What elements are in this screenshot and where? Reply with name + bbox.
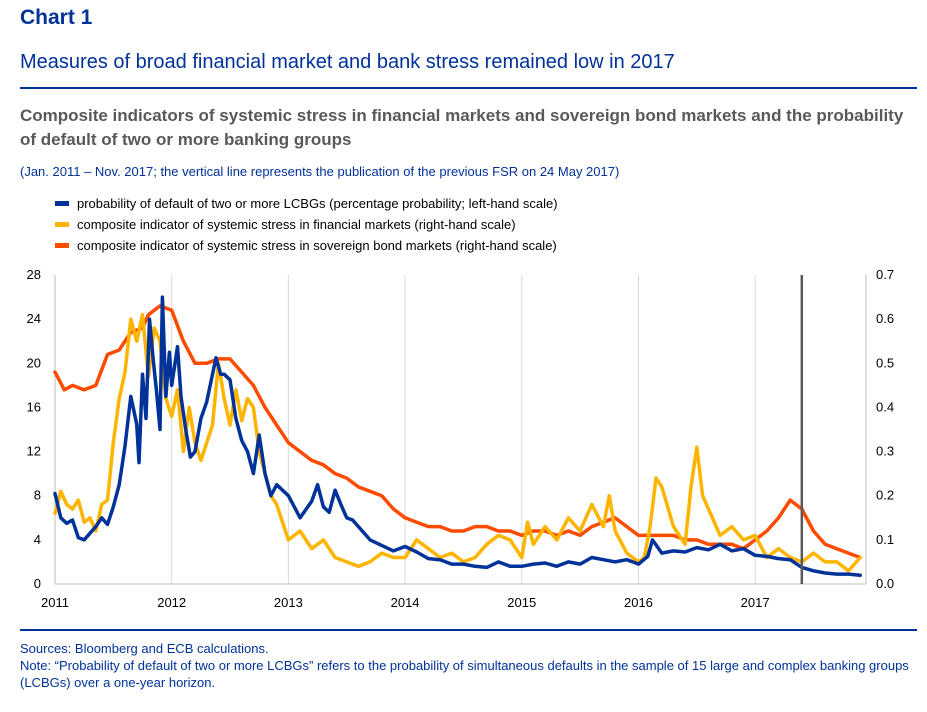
x-tick-label: 2014: [391, 595, 420, 610]
legend-swatch-financial: [55, 222, 69, 227]
legend-item-pd: probability of default of two or more LC…: [55, 193, 558, 214]
series-line-sovereign-bond-stress: [53, 304, 862, 560]
y-left-tick-label: 4: [34, 532, 41, 547]
legend-swatch-pd: [55, 201, 69, 206]
x-tick-label: 2016: [624, 595, 653, 610]
x-tick-label: 2017: [741, 595, 770, 610]
sources-text: Sources: Bloomberg and ECB calculations.: [20, 641, 269, 656]
legend-label-pd: probability of default of two or more LC…: [77, 196, 558, 211]
y-right-tick-label: 0.6: [876, 311, 894, 326]
y-right-tick-label: 0.5: [876, 355, 894, 370]
y-right-tick-label: 0.1: [876, 532, 894, 547]
y-left-tick-label: 28: [27, 267, 41, 282]
x-tick-label: 2013: [274, 595, 303, 610]
chart-title: Composite indicators of systemic stress …: [20, 106, 904, 149]
top-divider: [20, 87, 917, 89]
y-left-tick-label: 16: [27, 399, 41, 414]
x-tick-label: 2015: [507, 595, 536, 610]
y-left-tick-label: 24: [27, 311, 41, 326]
chart-headline: Measures of broad financial market and b…: [20, 51, 675, 73]
y-right-tick-label: 0.7: [876, 267, 894, 282]
series-line-probability-of-default: [53, 295, 862, 577]
bottom-divider: [20, 629, 917, 631]
legend-item-financial: composite indicator of systemic stress i…: [55, 214, 558, 235]
y-right-tick-label: 0.2: [876, 488, 894, 503]
y-right-tick-label: 0.3: [876, 444, 894, 459]
x-tick-label: 2011: [41, 595, 69, 610]
y-left-tick-label: 0: [34, 576, 41, 591]
chart-number: Chart 1: [20, 6, 93, 29]
note-text: Note: “Probability of default of two or …: [20, 658, 909, 690]
footer: Sources: Bloomberg and ECB calculations.…: [20, 640, 915, 691]
chart-legend: probability of default of two or more LC…: [55, 193, 558, 256]
legend-swatch-sovereign: [55, 243, 69, 248]
legend-item-sovereign: composite indicator of systemic stress i…: [55, 235, 558, 256]
y-left-tick-label: 20: [27, 355, 41, 370]
x-tick-label: 2012: [157, 595, 186, 610]
legend-label-financial: composite indicator of systemic stress i…: [77, 217, 516, 232]
legend-label-sovereign: composite indicator of systemic stress i…: [77, 238, 557, 253]
y-right-tick-label: 0.0: [876, 576, 894, 591]
chart-subtitle: (Jan. 2011 – Nov. 2017; the vertical lin…: [20, 164, 620, 179]
y-right-tick-label: 0.4: [876, 399, 894, 414]
y-left-tick-label: 12: [27, 444, 41, 459]
y-left-tick-label: 8: [34, 488, 41, 503]
